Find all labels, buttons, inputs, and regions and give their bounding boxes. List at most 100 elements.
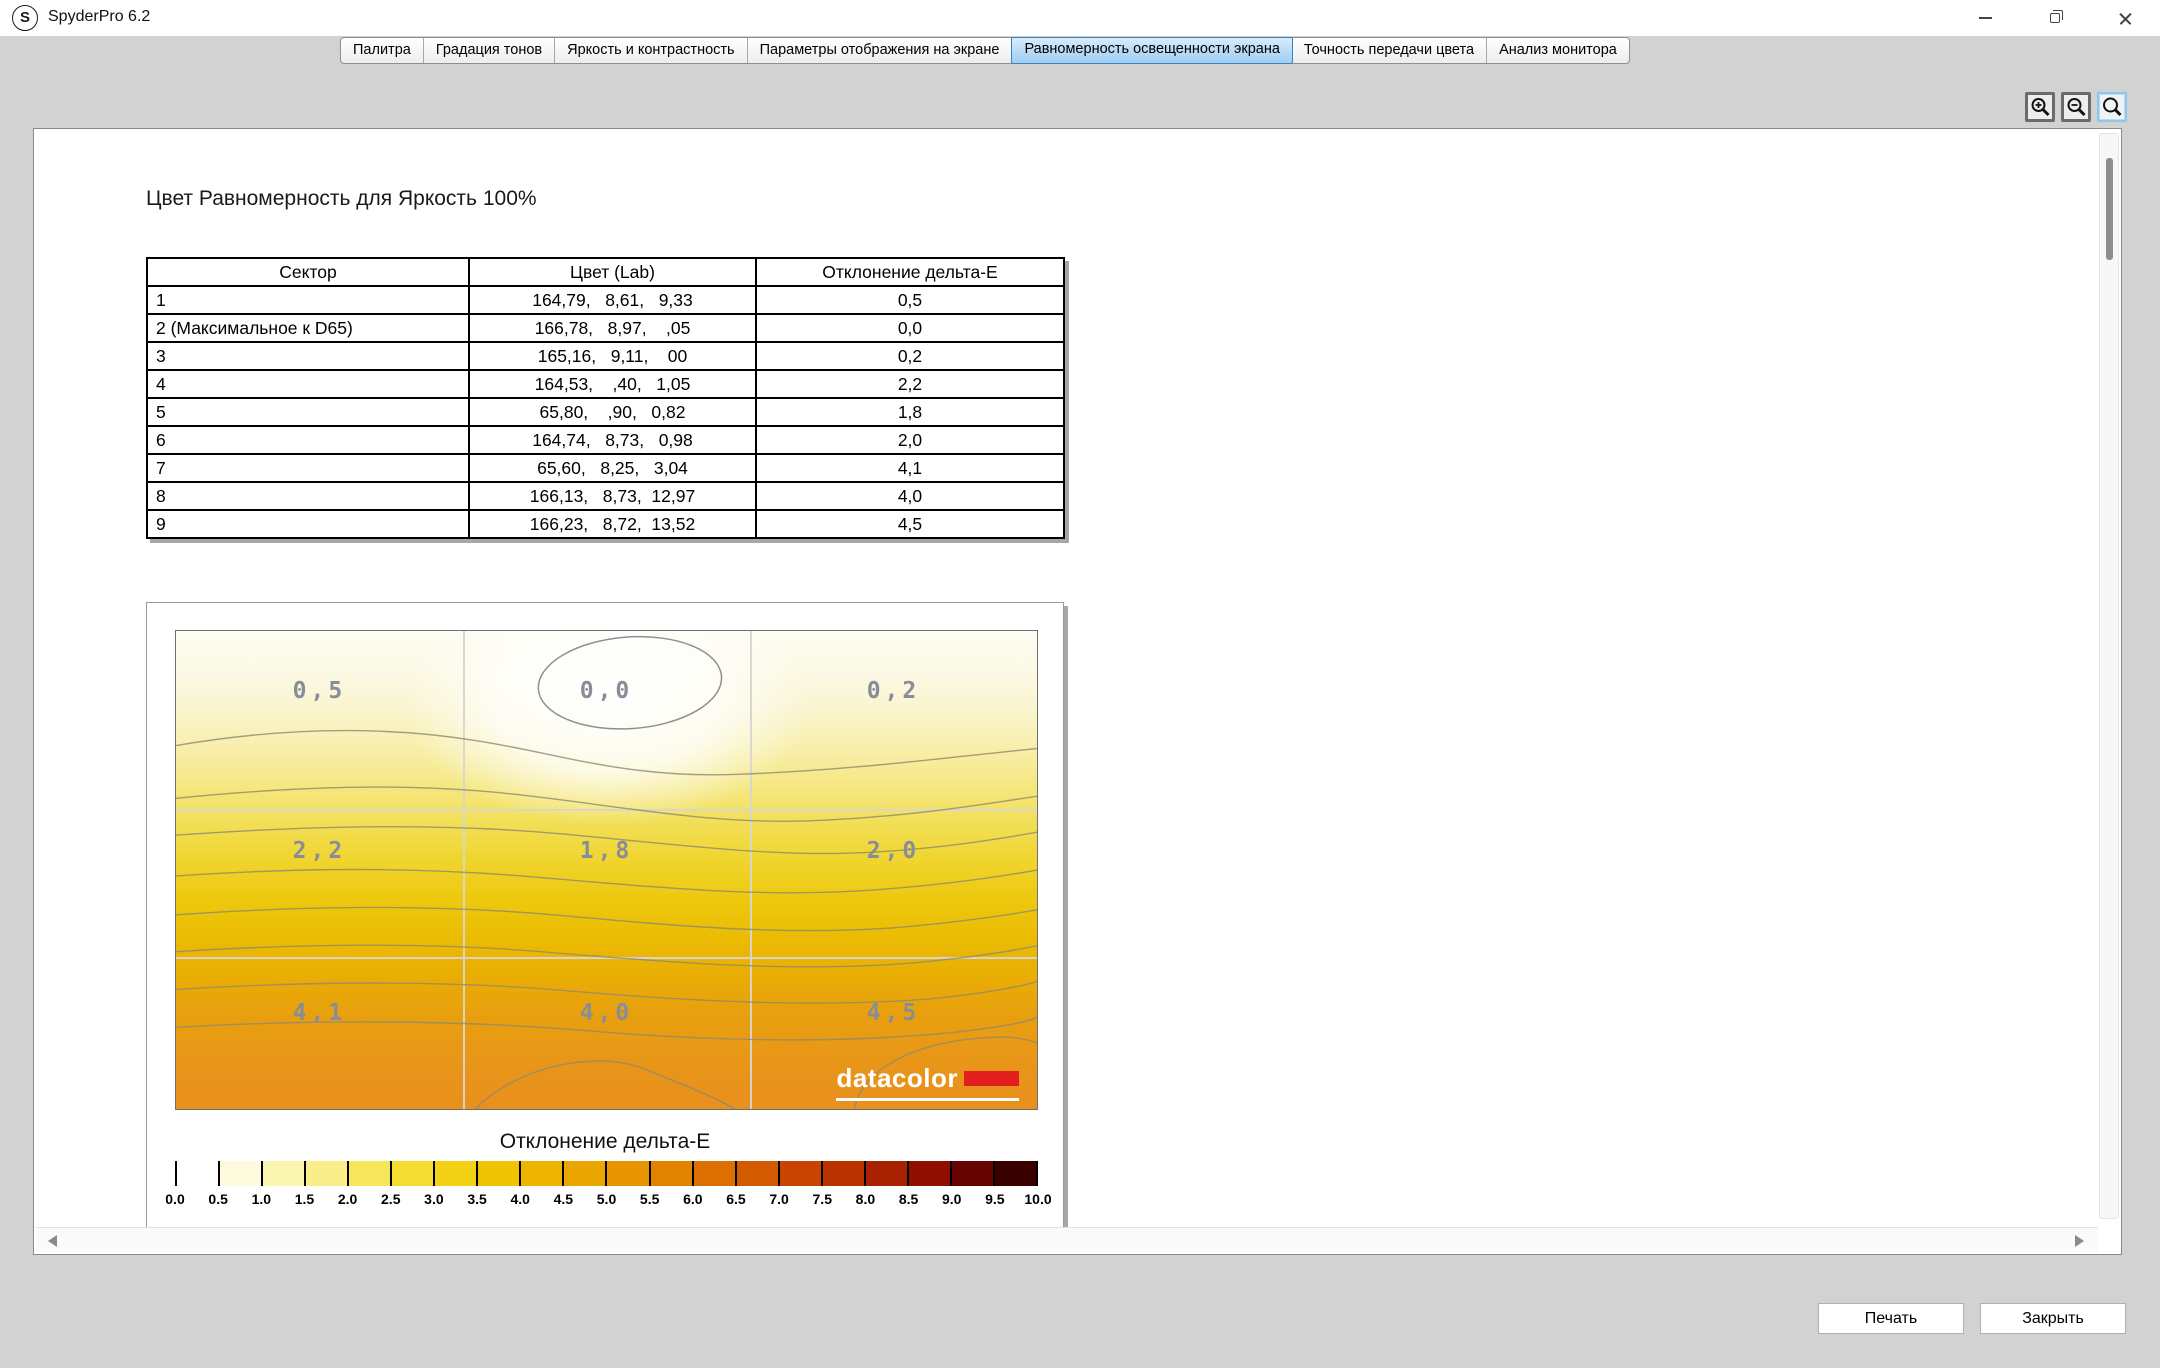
tab-bar: Палитра Градация тонов Яркость и контрастн… [340,37,1630,64]
table-header: Сектор [146,257,470,287]
colorbar-segment [390,1161,434,1186]
grid-line-horizontal [176,957,1037,959]
uniformity-heatmap-panel: 0,5 0,0 0,2 2,2 1,8 2,0 4,1 4,0 4,5 datacolor От… [146,602,1064,1230]
table-cell: 2,2 [755,369,1065,399]
close-dialog-button[interactable]: Закрыть [1980,1303,2126,1334]
table-cell: 4,0 [755,481,1065,511]
table-row: 5 65,80, ,90, 0,82 1,8 [146,397,1065,427]
colorbar-tick: 0.0 [165,1191,185,1207]
colorbar-segment [648,1161,692,1186]
heatmap-sector-value: 1,8 [579,837,634,864]
table-cell: 8 [146,481,470,511]
colorbar-tick: 9.5 [985,1191,1005,1207]
tab-параметры-отображения-на-экране[interactable]: Параметры отображения на экране [748,38,1013,63]
heatmap-sector-value: 2,2 [292,837,347,864]
colorbar-segment [476,1161,520,1186]
colorbar-segment [949,1161,993,1186]
heatmap-sector-value: 0,0 [579,677,634,704]
table-row: 1 164,79, 8,61, 9,33 0,5 [146,285,1065,315]
zoom-out-button[interactable] [2061,92,2091,122]
colorbar-tick: 5.0 [596,1191,617,1207]
zoom-reset-button[interactable] [2097,92,2127,122]
colorbar-segment [734,1161,778,1186]
window-title: SpyderPro 6.2 [48,8,151,25]
grid-line-vertical [750,631,752,1109]
table-cell: 9 [146,509,470,539]
table-row: 4 164,53, ,40, 1,05 2,2 [146,369,1065,399]
table-cell: 5 [146,397,470,427]
scroll-right-arrow-icon[interactable] [2075,1235,2084,1247]
sector-table: Сектор Цвет (Lab) Отклонение дельта-E 1 164… [146,257,1065,539]
table-cell: 65,60, 8,25, 3,04 [468,453,757,483]
maximize-button[interactable] [2020,0,2090,36]
heatmap-plot: 0,5 0,0 0,2 2,2 1,8 2,0 4,1 4,0 4,5 datacolor [175,630,1038,1110]
window-controls [1950,0,2160,36]
colorbar-tick: 10.0 [1024,1191,1052,1207]
grid-line-vertical [463,631,465,1109]
minimize-icon [1978,17,1992,19]
table-header: Цвет (Lab) [468,257,757,287]
table-cell: 4,1 [755,453,1065,483]
colorbar-segment [820,1161,864,1186]
colorbar-tick: 4.0 [510,1191,530,1207]
colorbar-segment [562,1161,606,1186]
report-title: Цвет Равномерность для Яркость 100% [146,187,537,210]
table-cell: 2,0 [755,425,1065,455]
contour-lines [176,635,1037,1109]
table-header: Отклонение дельта-E [755,257,1065,287]
table-cell: 4,5 [755,509,1065,539]
colorbar-tick-labels: 0.0 0.5 1.0 1.5 2.0 2.5 3.0 3.5 4.0 4.5 5.0 5.5 6.0 6… [165,1191,1051,1209]
horizontal-scrollbar[interactable] [36,1227,2098,1252]
grid-line-horizontal [176,809,1037,811]
colorbar-tick: 1.0 [251,1191,272,1207]
table-cell: 7 [146,453,470,483]
colorbar-segment [519,1161,563,1186]
table-row: 2 (Максимальное к D65) 166,78, 8,97, ,05 0… [146,313,1065,343]
colorbar-tick: 7.0 [769,1191,789,1207]
colorbar-tick: 1.5 [294,1191,315,1207]
table-cell: 166,78, 8,97, ,05 [468,313,757,343]
print-button[interactable]: Печать [1818,1303,1964,1334]
table-cell: 166,13, 8,73, 12,97 [468,481,757,511]
table-cell: 166,23, 8,72, 13,52 [468,509,757,539]
table-cell: 3 [146,341,470,371]
colorbar-tick: 5.5 [639,1191,660,1207]
vertical-scrollbar-thumb[interactable] [2106,158,2113,260]
table-cell: 165,16, 9,11, 00 [468,341,757,371]
datacolor-logo-redbar-icon [964,1071,1019,1086]
colorbar [175,1161,1038,1186]
colorbar-segment [175,1161,219,1186]
colorbar-tick: 2.5 [381,1191,401,1207]
minimize-button[interactable] [1950,0,2020,36]
colorbar-tick: 3.0 [424,1191,444,1207]
tab-точность-передачи-цвета[interactable]: Точность передачи цвета [1292,38,1488,63]
tab-палитра[interactable]: Палитра [341,38,424,63]
vertical-scrollbar[interactable] [2099,133,2119,1219]
tab-яркость-и-контрастность[interactable]: Яркость и контрастность [555,38,748,63]
heatmap-sector-value: 4,5 [866,1000,921,1027]
colorbar-tick: 8.0 [855,1191,876,1207]
table-row: 9 166,23, 8,72, 13,52 4,5 [146,509,1065,539]
table-row: 6 164,74, 8,73, 0,98 2,0 [146,425,1065,455]
table-cell: 1 [146,285,470,315]
colorbar-tick: 8.5 [898,1191,919,1207]
table-cell: 0,0 [755,313,1065,343]
colorbar-tick: 7.5 [812,1191,832,1207]
report-page: Цвет Равномерность для Яркость 100% Сект… [33,128,2122,1255]
close-button[interactable] [2090,0,2160,36]
colorbar-tick: 6.5 [726,1191,746,1207]
table-cell: 4 [146,369,470,399]
zoom-in-button[interactable] [2025,92,2055,122]
table-row: 8 166,13, 8,73, 12,97 4,0 [146,481,1065,511]
tab-равномерность-освещенности-экрана[interactable]: Равномерность освещенности экрана [1011,37,1293,64]
tab-градация-тонов[interactable]: Градация тонов [424,38,556,63]
title-bar: S SpyderPro 6.2 [0,0,2160,36]
datacolor-logo-text: datacolor [836,1063,958,1093]
table-cell: 0,2 [755,341,1065,371]
scroll-left-arrow-icon[interactable] [48,1235,57,1247]
colorbar-segment [605,1161,649,1186]
tab-анализ-монитора[interactable]: Анализ монитора [1499,42,1617,58]
colorbar-tick: 4.5 [553,1191,574,1207]
heatmap-sector-value: 4,0 [579,1000,634,1027]
colorbar-segment [691,1161,735,1186]
